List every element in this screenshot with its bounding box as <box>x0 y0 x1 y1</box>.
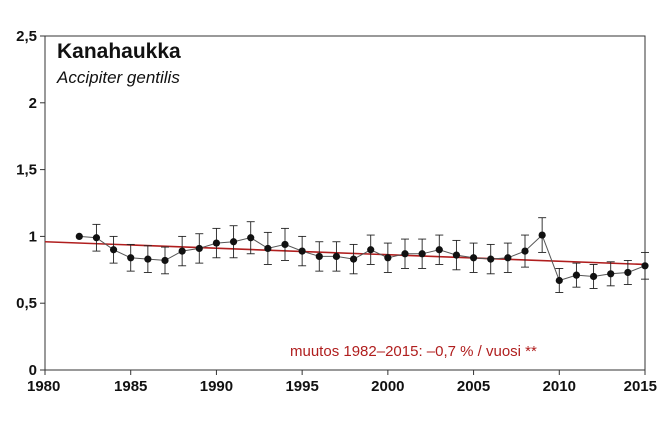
x-axis-ticks: 1980 1985 1990 1995 2000 2005 2010 2015 <box>27 370 657 395</box>
chart-subtitle: Accipiter gentilis <box>56 68 180 87</box>
data-point <box>572 271 581 279</box>
y-tick-label: 0 <box>29 362 37 379</box>
data-point <box>161 256 169 265</box>
data-point <box>435 246 443 254</box>
data-point <box>349 255 358 263</box>
y-tick-label: 0,5 <box>16 295 37 312</box>
data-point <box>298 247 306 255</box>
data-point <box>229 238 238 246</box>
data-point <box>521 247 529 255</box>
y-tick-label: 2 <box>29 95 37 112</box>
trend-line-segment <box>44 240 646 266</box>
data-point <box>75 232 83 240</box>
data-point <box>538 231 546 239</box>
data-point <box>212 239 221 247</box>
data-point <box>641 262 649 270</box>
data-point <box>144 255 152 263</box>
data-point <box>452 251 461 259</box>
data-point <box>487 255 495 263</box>
data-point <box>178 247 186 255</box>
data-point <box>469 254 478 262</box>
x-tick-label: 1995 <box>285 378 318 395</box>
data-point <box>589 272 598 281</box>
trend-line <box>44 240 646 266</box>
data-point <box>504 254 512 262</box>
data-point <box>315 252 323 261</box>
data-point <box>281 240 289 249</box>
data-point <box>624 268 632 277</box>
data-point <box>332 252 341 261</box>
x-tick-label: 1980 <box>27 378 60 395</box>
series-line <box>79 234 646 282</box>
trend-annotation: muutos 1982–2015: –0,7 % / vuosi ** <box>290 343 537 360</box>
data-point <box>92 234 101 242</box>
x-tick-label: 2015 <box>624 378 657 395</box>
x-tick-label: 1990 <box>200 378 233 395</box>
data-point <box>247 234 255 242</box>
data-point <box>264 244 272 253</box>
plot-frame <box>44 35 646 371</box>
x-tick-label: 2010 <box>543 378 576 395</box>
data-point <box>401 250 409 258</box>
x-tick-label: 1985 <box>114 378 147 395</box>
data-point <box>384 254 392 262</box>
data-point <box>367 246 375 254</box>
x-tick-label: 2005 <box>457 378 490 395</box>
chart-title: Kanahaukka <box>57 40 181 63</box>
y-axis-ticks: 0 0,5 1 1,5 2 2,5 <box>16 28 45 379</box>
data-point <box>607 270 615 278</box>
y-tick-label: 1 <box>29 228 37 245</box>
data-point <box>109 246 118 254</box>
y-tick-label: 1,5 <box>16 162 37 179</box>
axes <box>44 35 646 371</box>
data-series <box>75 231 649 285</box>
data-point <box>418 250 426 258</box>
data-point <box>555 276 563 285</box>
data-point <box>127 254 135 262</box>
error-bars <box>92 217 649 293</box>
x-tick-label: 2000 <box>371 378 404 395</box>
y-tick-label: 2,5 <box>16 28 37 45</box>
data-point <box>195 244 203 253</box>
